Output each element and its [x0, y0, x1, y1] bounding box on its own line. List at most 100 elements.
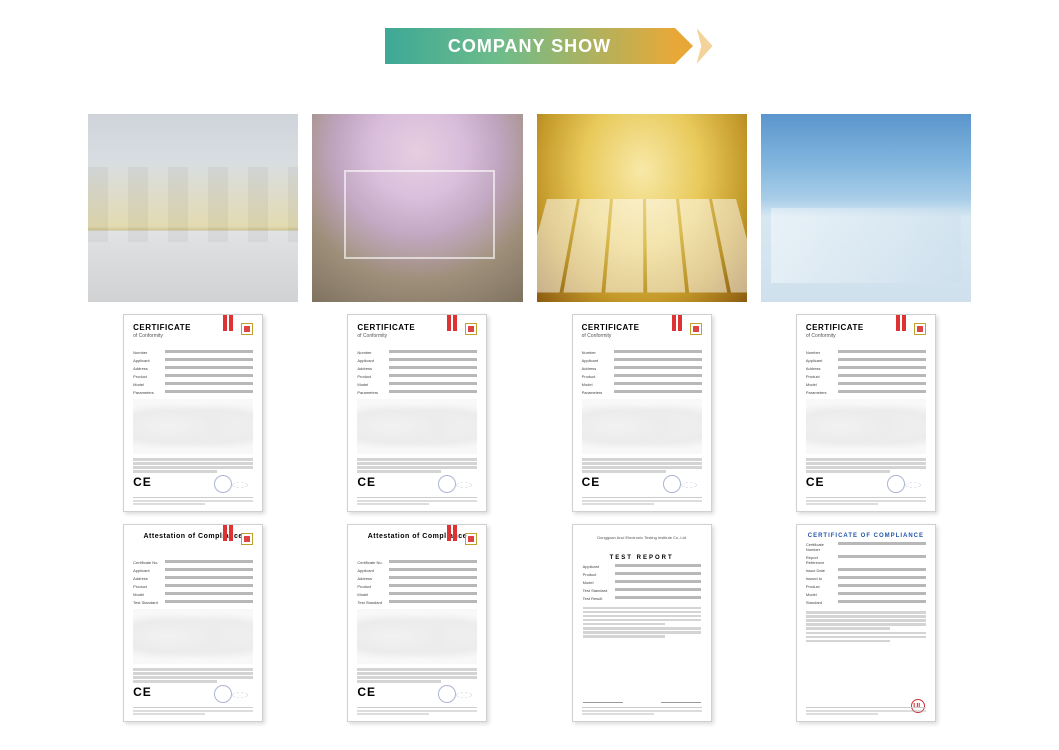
cert-field-row: Address: [806, 366, 926, 371]
cert-field-value: [838, 555, 926, 558]
cert-field-label: Address: [357, 366, 385, 371]
cert-field-label: Model: [582, 382, 610, 387]
cert-field-label: Product: [357, 584, 385, 589]
row1-cert-3: CERTIFICATEof Conformity Number Applicant A…: [761, 314, 971, 512]
issuer-logo-icon: [241, 533, 253, 545]
cert-field-row: Address: [357, 366, 477, 371]
cert-field-row: Model: [583, 580, 701, 585]
cert-field-row: Address: [133, 366, 253, 371]
certificate-document: CERTIFICATEof Conformity Number Applicant A…: [796, 314, 936, 512]
cert-field-value: [838, 542, 926, 545]
cert-field-value: [615, 596, 701, 599]
cert-field-value: [614, 374, 702, 377]
cert-field-value: [838, 374, 926, 377]
cert-field-label: Standard: [806, 600, 834, 605]
cert-field-value: [389, 592, 477, 595]
cert-world-map: [806, 399, 926, 454]
cert-field-row: Applicant: [806, 358, 926, 363]
cert-field-value: [838, 390, 926, 393]
cert-field-label: Test Result: [583, 596, 611, 601]
cert-field-label: Parameters: [582, 390, 610, 395]
cert-footer: [806, 497, 926, 507]
cert-field-value: [165, 358, 253, 361]
cert-field-value: [165, 366, 253, 369]
cert-field-row: Model: [133, 382, 253, 387]
certificate-document: CERTIFICATE OF COMPLIANCECertificate Num…: [796, 524, 936, 722]
row2-cert-1: Attestation of ComplianceCertificate No.…: [312, 524, 522, 722]
issuer-logo-icon: [241, 323, 253, 335]
cert-field-label: Certificate No.: [357, 560, 385, 565]
cert-field-label: Model: [806, 592, 834, 597]
red-ribbon-icon: [223, 525, 227, 541]
cert-field-label: Model: [583, 580, 611, 585]
red-ribbon-icon: [453, 315, 457, 331]
cert-body-text: [357, 668, 477, 683]
cert-field-label: Number: [357, 350, 385, 355]
row2-cert-0: Attestation of ComplianceCertificate No.…: [88, 524, 298, 722]
signature-row: [583, 693, 701, 703]
cert-field-value: [838, 366, 926, 369]
issuer-logo-icon: [914, 323, 926, 335]
cert-field-row: Product: [583, 572, 701, 577]
red-ribbon-icon: [902, 315, 906, 331]
cert-field-row: Parameters: [582, 390, 702, 395]
cert-title: TEST REPORT: [583, 555, 701, 561]
cert-field-row: Test Standard: [133, 600, 253, 605]
signature-icon: [451, 481, 477, 489]
cert-footer: [133, 497, 253, 507]
cert-field-value: [838, 350, 926, 353]
cert-field-row: Number: [582, 350, 702, 355]
cert-field-value: [614, 390, 702, 393]
cert-field-row: Certificate No.: [357, 560, 477, 565]
cert-body-text: [583, 627, 701, 638]
red-ribbon-icon: [896, 315, 900, 331]
cert-field-value: [165, 568, 253, 571]
factory-floor-photo: [88, 114, 298, 302]
cert-footer: [133, 707, 253, 717]
cert-subtitle: of Conformity: [806, 333, 926, 339]
cert-issuer: Dongguan Anci Electronic Testing Institu…: [583, 535, 701, 541]
ce-mark-icon: CE: [357, 685, 376, 699]
cert-field-row: Issue Date: [806, 568, 926, 573]
signature-icon: [676, 481, 702, 489]
cert-field-value: [838, 568, 926, 571]
cert-field-label: Report Reference: [806, 555, 834, 565]
cert-field-value: [389, 382, 477, 385]
cert-field-value: [615, 564, 701, 567]
cert-field-label: Model: [133, 592, 161, 597]
cert-field-value: [165, 390, 253, 393]
cert-field-value: [838, 600, 926, 603]
cert-field-row: Number: [806, 350, 926, 355]
office-showroom-photo: [761, 114, 971, 302]
cert-field-label: Address: [133, 366, 161, 371]
cert-field-row: Parameters: [133, 390, 253, 395]
certificate-document: Attestation of ComplianceCertificate No.…: [347, 524, 487, 722]
factory-photo-grid: [0, 114, 1059, 302]
ce-mark-icon: CE: [582, 475, 601, 489]
ce-mark-icon: CE: [133, 685, 152, 699]
cert-field-label: Product: [357, 374, 385, 379]
cert-field-label: Address: [806, 366, 834, 371]
cert-field-label: Product: [133, 374, 161, 379]
cert-field-value: [165, 584, 253, 587]
cert-field-label: Test Standard: [583, 588, 611, 593]
cert-field-row: Address: [582, 366, 702, 371]
cert-field-label: Certificate Number: [806, 542, 834, 552]
grow-light-lab-photo: [312, 114, 522, 302]
cert-field-value: [838, 584, 926, 587]
certificate-row-2: Attestation of Compliance Certificate No.…: [0, 512, 1059, 722]
cert-field-label: Parameters: [806, 390, 834, 395]
cert-body-text: [806, 611, 926, 630]
ce-mark-icon: CE: [806, 475, 825, 489]
cert-field-row: Product: [133, 374, 253, 379]
row1-cert-2: CERTIFICATEof ConformityNumberApplicantA…: [537, 314, 747, 512]
signature-icon: [900, 481, 926, 489]
cert-field-label: Applicant: [133, 568, 161, 573]
cert-field-row: Product: [133, 584, 253, 589]
cert-field-row: Model: [357, 382, 477, 387]
company-show-banner: COMPANY SHOW: [385, 28, 675, 64]
cert-field-label: Product: [133, 584, 161, 589]
cert-field-value: [615, 572, 701, 575]
cert-header: CERTIFICATEof Conformity: [806, 323, 926, 347]
cert-title: Attestation of Compliance: [133, 533, 253, 540]
